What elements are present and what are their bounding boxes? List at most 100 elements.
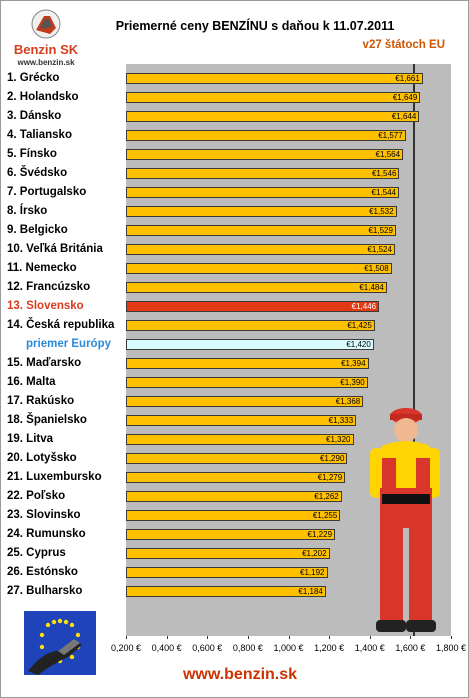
x-tick-label: 0,800 €: [232, 643, 263, 653]
category-label: 2. Holandsko: [7, 91, 79, 103]
category-label: 21. Luxembursko: [7, 471, 102, 483]
bar: €1,524: [126, 244, 395, 255]
bar-value-label: €1,544: [371, 188, 396, 197]
bar: €1,425: [126, 320, 375, 331]
category-label: 19. Litva: [7, 433, 54, 445]
bar: €1,390: [126, 377, 368, 388]
bar-value-label: €1,425: [347, 321, 372, 330]
category-label: 25. Cyprus: [7, 547, 66, 559]
category-label: 18. Španielsko: [7, 414, 87, 426]
bar-value-label: €1,320: [326, 435, 351, 444]
x-tick-label: 1,200 €: [314, 643, 345, 653]
logo-url[interactable]: www.benzin.sk: [17, 58, 75, 67]
x-tick-mark: [166, 636, 168, 639]
bar: €1,279: [126, 472, 346, 483]
bar-value-label: €1,644: [391, 112, 417, 121]
x-tick-mark: [207, 636, 209, 639]
bar-value-label: €1,262: [314, 492, 339, 501]
bar: €1,529: [126, 225, 396, 236]
category-label: 20. Lotyšsko: [7, 452, 77, 464]
bar: €1,544: [126, 187, 399, 198]
bar-value-label: €1,532: [369, 207, 394, 216]
bar: €1,202: [126, 548, 330, 559]
category-label: 22. Poľsko: [7, 490, 66, 502]
x-tick-mark: [329, 636, 331, 639]
bar-value-label: €1,420: [346, 340, 371, 349]
category-label: 7. Portugalsko: [7, 186, 87, 198]
category-label: 8. Írsko: [7, 205, 48, 217]
category-label: 23. Slovinsko: [7, 509, 81, 521]
bar-value-label: €1,368: [335, 397, 361, 406]
bar: €1,661: [126, 73, 423, 84]
bar-value-label: €1,508: [364, 264, 389, 273]
x-tick-mark: [126, 636, 127, 639]
bar: €1,546: [126, 168, 400, 179]
bar-value-label: €1,564: [375, 150, 401, 159]
bar-value-label: €1,255: [312, 511, 338, 520]
x-tick-mark: [247, 636, 249, 639]
category-label: 15. Maďarsko: [7, 357, 82, 369]
highlight-bar: €1,446: [126, 301, 380, 312]
benzin-logo[interactable]: Benzin SK www.benzin.sk: [6, 8, 86, 67]
footer-website-link[interactable]: www.benzin.sk: [182, 666, 298, 683]
bar: €1,508: [126, 263, 392, 274]
bar-value-label: €1,446: [351, 302, 377, 311]
bar-value-label: €1,649: [392, 93, 418, 102]
bar: €1,229: [126, 529, 336, 540]
bar: €1,368: [126, 396, 364, 407]
bar-value-label: €1,192: [300, 568, 325, 577]
x-tick-label: 1,600 €: [395, 643, 426, 653]
x-tick-label: 1,800 €: [436, 643, 467, 653]
bar-value-label: €1,529: [368, 226, 393, 235]
bar: €1,255: [126, 510, 341, 521]
bar-value-label: €1,394: [341, 359, 366, 368]
mechanic-mascot-image: [370, 408, 440, 632]
bar-value-label: €1,279: [317, 473, 343, 482]
bar: €1,577: [126, 130, 406, 141]
bar: €1,649: [126, 92, 421, 103]
category-label: 6. Švédsko: [7, 167, 68, 179]
bar-value-label: €1,661: [395, 74, 420, 83]
category-label: 10. Veľká Británia: [7, 243, 103, 255]
bar: €1,532: [126, 206, 397, 217]
chart-title: Priemerné ceny BENZÍNU s daňou k 11.07.2…: [115, 19, 395, 33]
x-tick-label: 1,000 €: [273, 643, 304, 653]
chart-subtitle: v27 štátoch EU: [362, 39, 445, 51]
category-label: 12. Francúzsko: [7, 281, 91, 293]
bar-value-label: €1,484: [359, 283, 384, 292]
x-tick-mark: [369, 636, 371, 639]
logo-name: Benzin SK: [13, 42, 79, 57]
bar-value-label: €1,184: [298, 587, 323, 596]
bar: €1,564: [126, 149, 404, 160]
x-tick-label: 0,400 €: [151, 643, 182, 653]
category-label: 13. Slovensko: [7, 300, 84, 312]
bar: €1,290: [126, 453, 348, 464]
category-label: 14. Česká republika: [7, 319, 115, 331]
category-label: 24. Rumunsko: [7, 528, 86, 540]
category-label: 26. Estónsko: [7, 566, 78, 578]
bar: €1,484: [126, 282, 387, 293]
x-tick-label: 0,600 €: [192, 643, 223, 653]
average-category-label: priemer Európy: [26, 338, 111, 350]
x-tick-mark: [451, 636, 452, 639]
bar-value-label: €1,202: [302, 549, 327, 558]
bar-value-label: €1,390: [340, 378, 365, 387]
eu-flag-fuel-nozzle-image: [24, 611, 96, 675]
bar-value-label: €1,290: [319, 454, 345, 463]
bar: €1,262: [126, 491, 342, 502]
category-label: 11. Nemecko: [7, 262, 77, 274]
bar-value-label: €1,577: [378, 131, 403, 140]
category-label: 4. Taliansko: [7, 129, 72, 141]
category-label: 5. Fínsko: [7, 148, 57, 160]
x-tick-mark: [288, 636, 290, 639]
x-tick-label: 0,200 €: [111, 643, 142, 653]
bar: €1,320: [126, 434, 354, 445]
average-bar: €1,420: [126, 339, 374, 350]
category-label: 17. Rakúsko: [7, 395, 75, 407]
fuel-nozzle-icon: [31, 9, 61, 39]
bar-value-label: €1,546: [371, 169, 397, 178]
reference-line: [413, 64, 416, 636]
x-tick-label: 1,400 €: [354, 643, 385, 653]
bar: €1,333: [126, 415, 357, 426]
bar: €1,192: [126, 567, 328, 578]
